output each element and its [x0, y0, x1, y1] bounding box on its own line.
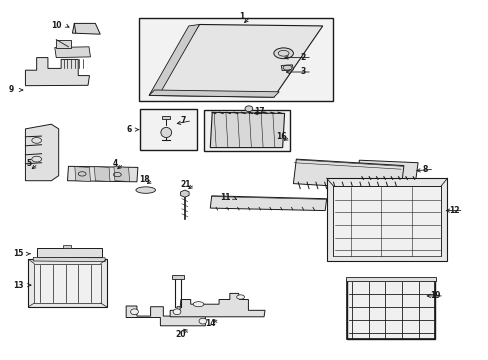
Bar: [172, 275, 183, 279]
Circle shape: [173, 309, 181, 315]
Polygon shape: [149, 24, 322, 97]
Text: 20: 20: [175, 330, 186, 338]
Circle shape: [244, 106, 252, 112]
Polygon shape: [62, 245, 71, 248]
Circle shape: [199, 318, 206, 324]
Polygon shape: [293, 159, 403, 190]
Polygon shape: [126, 306, 205, 326]
Text: 1: 1: [239, 12, 244, 21]
Polygon shape: [28, 259, 106, 307]
Polygon shape: [281, 65, 293, 71]
Polygon shape: [114, 167, 129, 181]
Text: 11: 11: [219, 194, 230, 202]
Polygon shape: [94, 167, 110, 181]
Text: 10: 10: [51, 21, 61, 30]
Polygon shape: [326, 178, 447, 261]
Text: 5: 5: [27, 159, 32, 168]
Text: 4: 4: [112, 159, 117, 168]
Polygon shape: [210, 112, 284, 148]
Polygon shape: [75, 167, 90, 181]
Polygon shape: [180, 190, 189, 197]
Bar: [162, 116, 170, 119]
Ellipse shape: [193, 302, 203, 307]
Ellipse shape: [161, 127, 171, 138]
Polygon shape: [33, 257, 105, 262]
Polygon shape: [210, 196, 326, 211]
Polygon shape: [170, 293, 264, 317]
Text: 19: 19: [429, 292, 440, 300]
Polygon shape: [72, 23, 100, 34]
Polygon shape: [356, 160, 417, 181]
Polygon shape: [67, 166, 138, 182]
Bar: [346, 280, 434, 339]
Circle shape: [130, 309, 138, 315]
Bar: [140, 109, 196, 150]
Text: 16: 16: [275, 132, 286, 141]
Text: 3: 3: [300, 68, 305, 77]
Text: 13: 13: [13, 281, 24, 289]
Bar: [346, 280, 434, 339]
Text: 6: 6: [127, 125, 132, 134]
Polygon shape: [25, 124, 59, 181]
Text: 21: 21: [180, 180, 191, 189]
Bar: [204, 110, 289, 151]
Text: 18: 18: [139, 175, 149, 184]
Text: 7: 7: [181, 116, 185, 125]
Ellipse shape: [273, 48, 293, 59]
Bar: [139, 18, 332, 101]
Bar: [346, 277, 435, 281]
Text: 8: 8: [422, 165, 427, 174]
Text: 12: 12: [448, 206, 459, 215]
Text: 2: 2: [300, 53, 305, 62]
Polygon shape: [149, 90, 279, 97]
Polygon shape: [149, 24, 199, 95]
Bar: [34, 264, 101, 303]
Polygon shape: [55, 47, 90, 58]
Ellipse shape: [136, 187, 155, 193]
Polygon shape: [25, 58, 89, 86]
Text: 15: 15: [13, 249, 24, 258]
Polygon shape: [37, 248, 102, 257]
Text: 9: 9: [8, 85, 13, 94]
Ellipse shape: [236, 295, 244, 299]
Polygon shape: [56, 40, 71, 48]
Bar: [333, 186, 440, 256]
Text: 17: 17: [253, 107, 264, 116]
Text: 14: 14: [204, 320, 215, 328]
